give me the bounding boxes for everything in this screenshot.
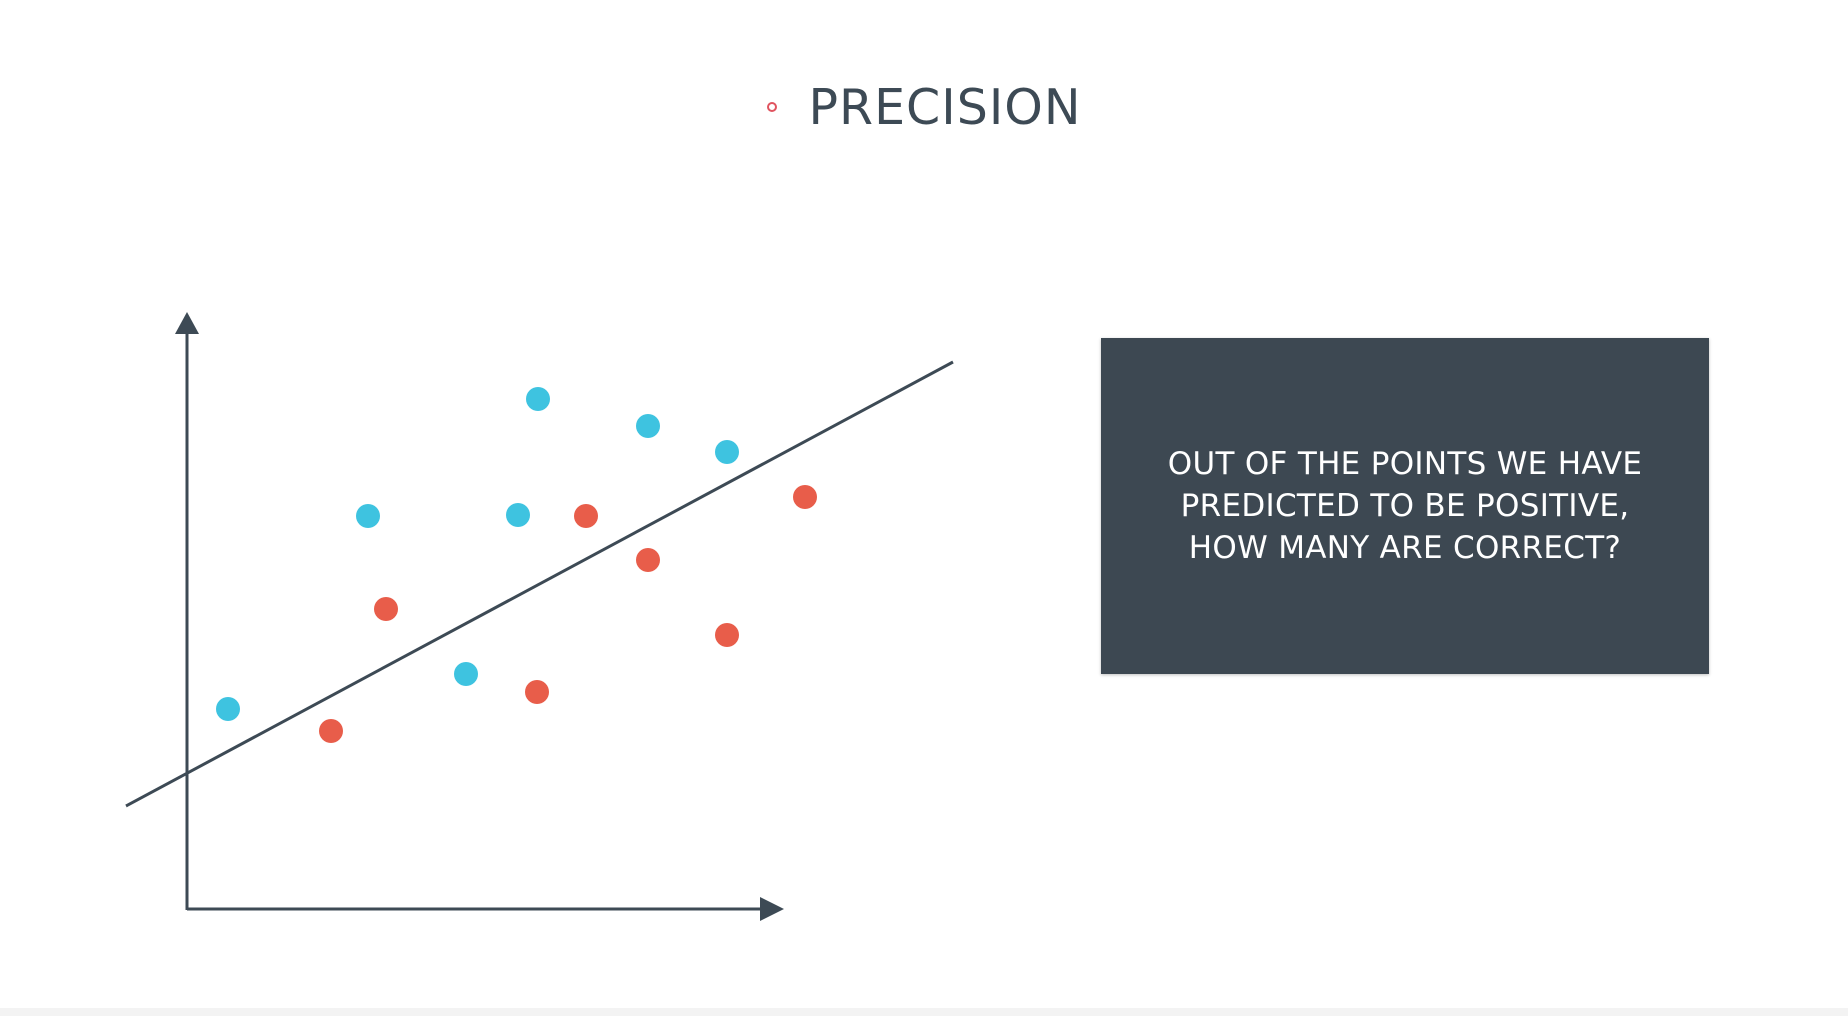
callout-text: OUT OF THE POINTS WE HAVE PREDICTED TO B… [1167, 446, 1643, 566]
negative-point-8 [319, 719, 343, 743]
decision-boundary-line [125, 360, 954, 808]
negative-point-9 [374, 597, 398, 621]
slide-title: PRECISION [808, 78, 1082, 136]
negative-point-10 [525, 680, 549, 704]
negative-point-12 [636, 548, 660, 572]
positive-point-3 [454, 662, 478, 686]
positive-point-4 [506, 503, 530, 527]
slide-header: PRECISION [0, 72, 1848, 142]
positive-point-1 [216, 697, 240, 721]
callout-box: OUT OF THE POINTS WE HAVE PREDICTED TO B… [1101, 338, 1709, 674]
positive-point-5 [526, 387, 550, 411]
negative-point-13 [715, 623, 739, 647]
y-axis-arrow-icon [175, 312, 199, 334]
negative-point-11 [574, 504, 598, 528]
bullet-icon [766, 102, 777, 112]
data-points [216, 387, 817, 743]
positive-point-2 [356, 504, 380, 528]
x-axis-arrow-icon [760, 897, 784, 921]
negative-point-14 [793, 485, 817, 509]
bottom-band [0, 1008, 1848, 1016]
positive-point-7 [715, 440, 739, 464]
positive-point-6 [636, 414, 660, 438]
